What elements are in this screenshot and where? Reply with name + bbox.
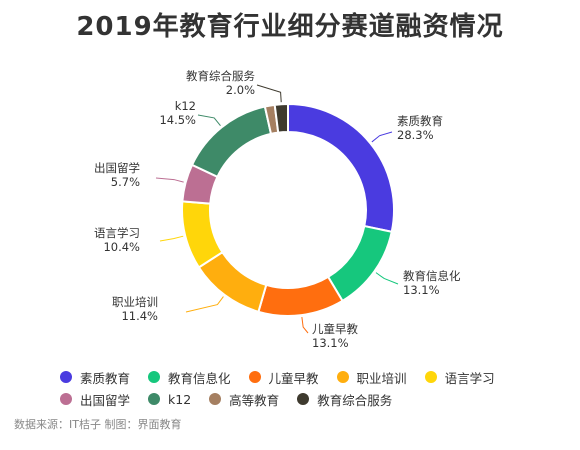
legend-swatch [424,371,437,383]
label-leaders [155,84,399,334]
slice-percent-label: 5.7% [111,175,140,189]
leader-line [185,296,224,313]
legend-item: k12 [148,392,191,407]
donut-slice [273,102,289,134]
slice-percent-label: 13.1% [312,336,349,350]
slice-category-label: 出国留学 [94,161,140,175]
legend-label: 教育综合服务 [317,392,393,408]
legend-label: k12 [168,391,192,407]
legend-row: 素质教育 教育信息化 儿童早教 职业培训 语言学习 [60,366,560,388]
leader-line [159,235,184,242]
donut-slice [190,105,273,179]
legend-swatch [148,393,161,405]
slice-category-label: 教育信息化 [403,269,461,283]
legend-label: 儿童早教 [268,370,319,386]
legend-swatch [209,393,222,405]
legend-swatch [60,371,72,383]
legend-label: 教育信息化 [168,370,231,386]
legend-item: 教育综合服务 [297,390,392,409]
legend-swatch [248,371,261,383]
legend: 素质教育 教育信息化 儿童早教 职业培训 语言学习 出国留学 k12 高等教育 教育综合服务 [60,366,560,410]
slice-percent-label: 2.0% [226,83,255,97]
legend-swatch [336,371,349,383]
legend-item: 素质教育 [60,368,130,387]
slice-percent-label: 13.1% [403,283,440,297]
legend-item: 儿童早教 [248,368,319,387]
chart-title: 2019年教育行业细分赛道融资情况 [76,12,504,42]
slice-percent-label: 10.4% [103,240,140,254]
legend-label: 出国留学 [80,392,131,408]
donut-slices [181,102,395,317]
legend-item: 出国留学 [60,390,130,409]
source-note: 数据来源：IT桔子 制图：界面教育 [14,418,182,431]
leader-line [197,114,221,127]
leader-line [371,131,393,143]
slice-category-label: k12 [175,99,196,113]
leader-line [256,84,282,103]
leader-line [301,317,309,334]
slice-category-label: 语言学习 [94,226,140,240]
legend-item: 高等教育 [209,390,279,409]
slice-category-label: 儿童早教 [312,322,358,336]
slice-category-label: 教育综合服务 [186,69,255,83]
legend-label: 高等教育 [229,392,280,408]
legend-label: 职业培训 [356,370,407,386]
donut-slice [326,224,393,303]
legend-label: 素质教育 [80,370,131,386]
slice-percent-label: 14.5% [159,113,196,127]
leader-line [375,272,399,285]
legend-row: 出国留学 k12 高等教育 教育综合服务 [60,388,560,410]
slice-category-label: 职业培训 [112,295,158,309]
donut-slice [257,275,344,317]
legend-swatch [60,393,72,405]
legend-swatch [297,393,310,405]
slice-percent-label: 11.4% [121,309,158,323]
legend-item: 教育信息化 [148,368,231,387]
legend-label: 语言学习 [444,370,495,386]
leader-line [155,177,184,183]
data-labels: 素质教育28.3%教育信息化13.1%儿童早教13.1%职业培训11.4%语言学… [94,69,461,350]
slice-category-label: 素质教育 [397,114,443,128]
donut-slice [287,102,395,234]
legend-item: 职业培训 [336,368,407,387]
slice-percent-label: 28.3% [397,128,434,142]
legend-item: 语言学习 [424,368,495,387]
legend-swatch [148,371,161,383]
